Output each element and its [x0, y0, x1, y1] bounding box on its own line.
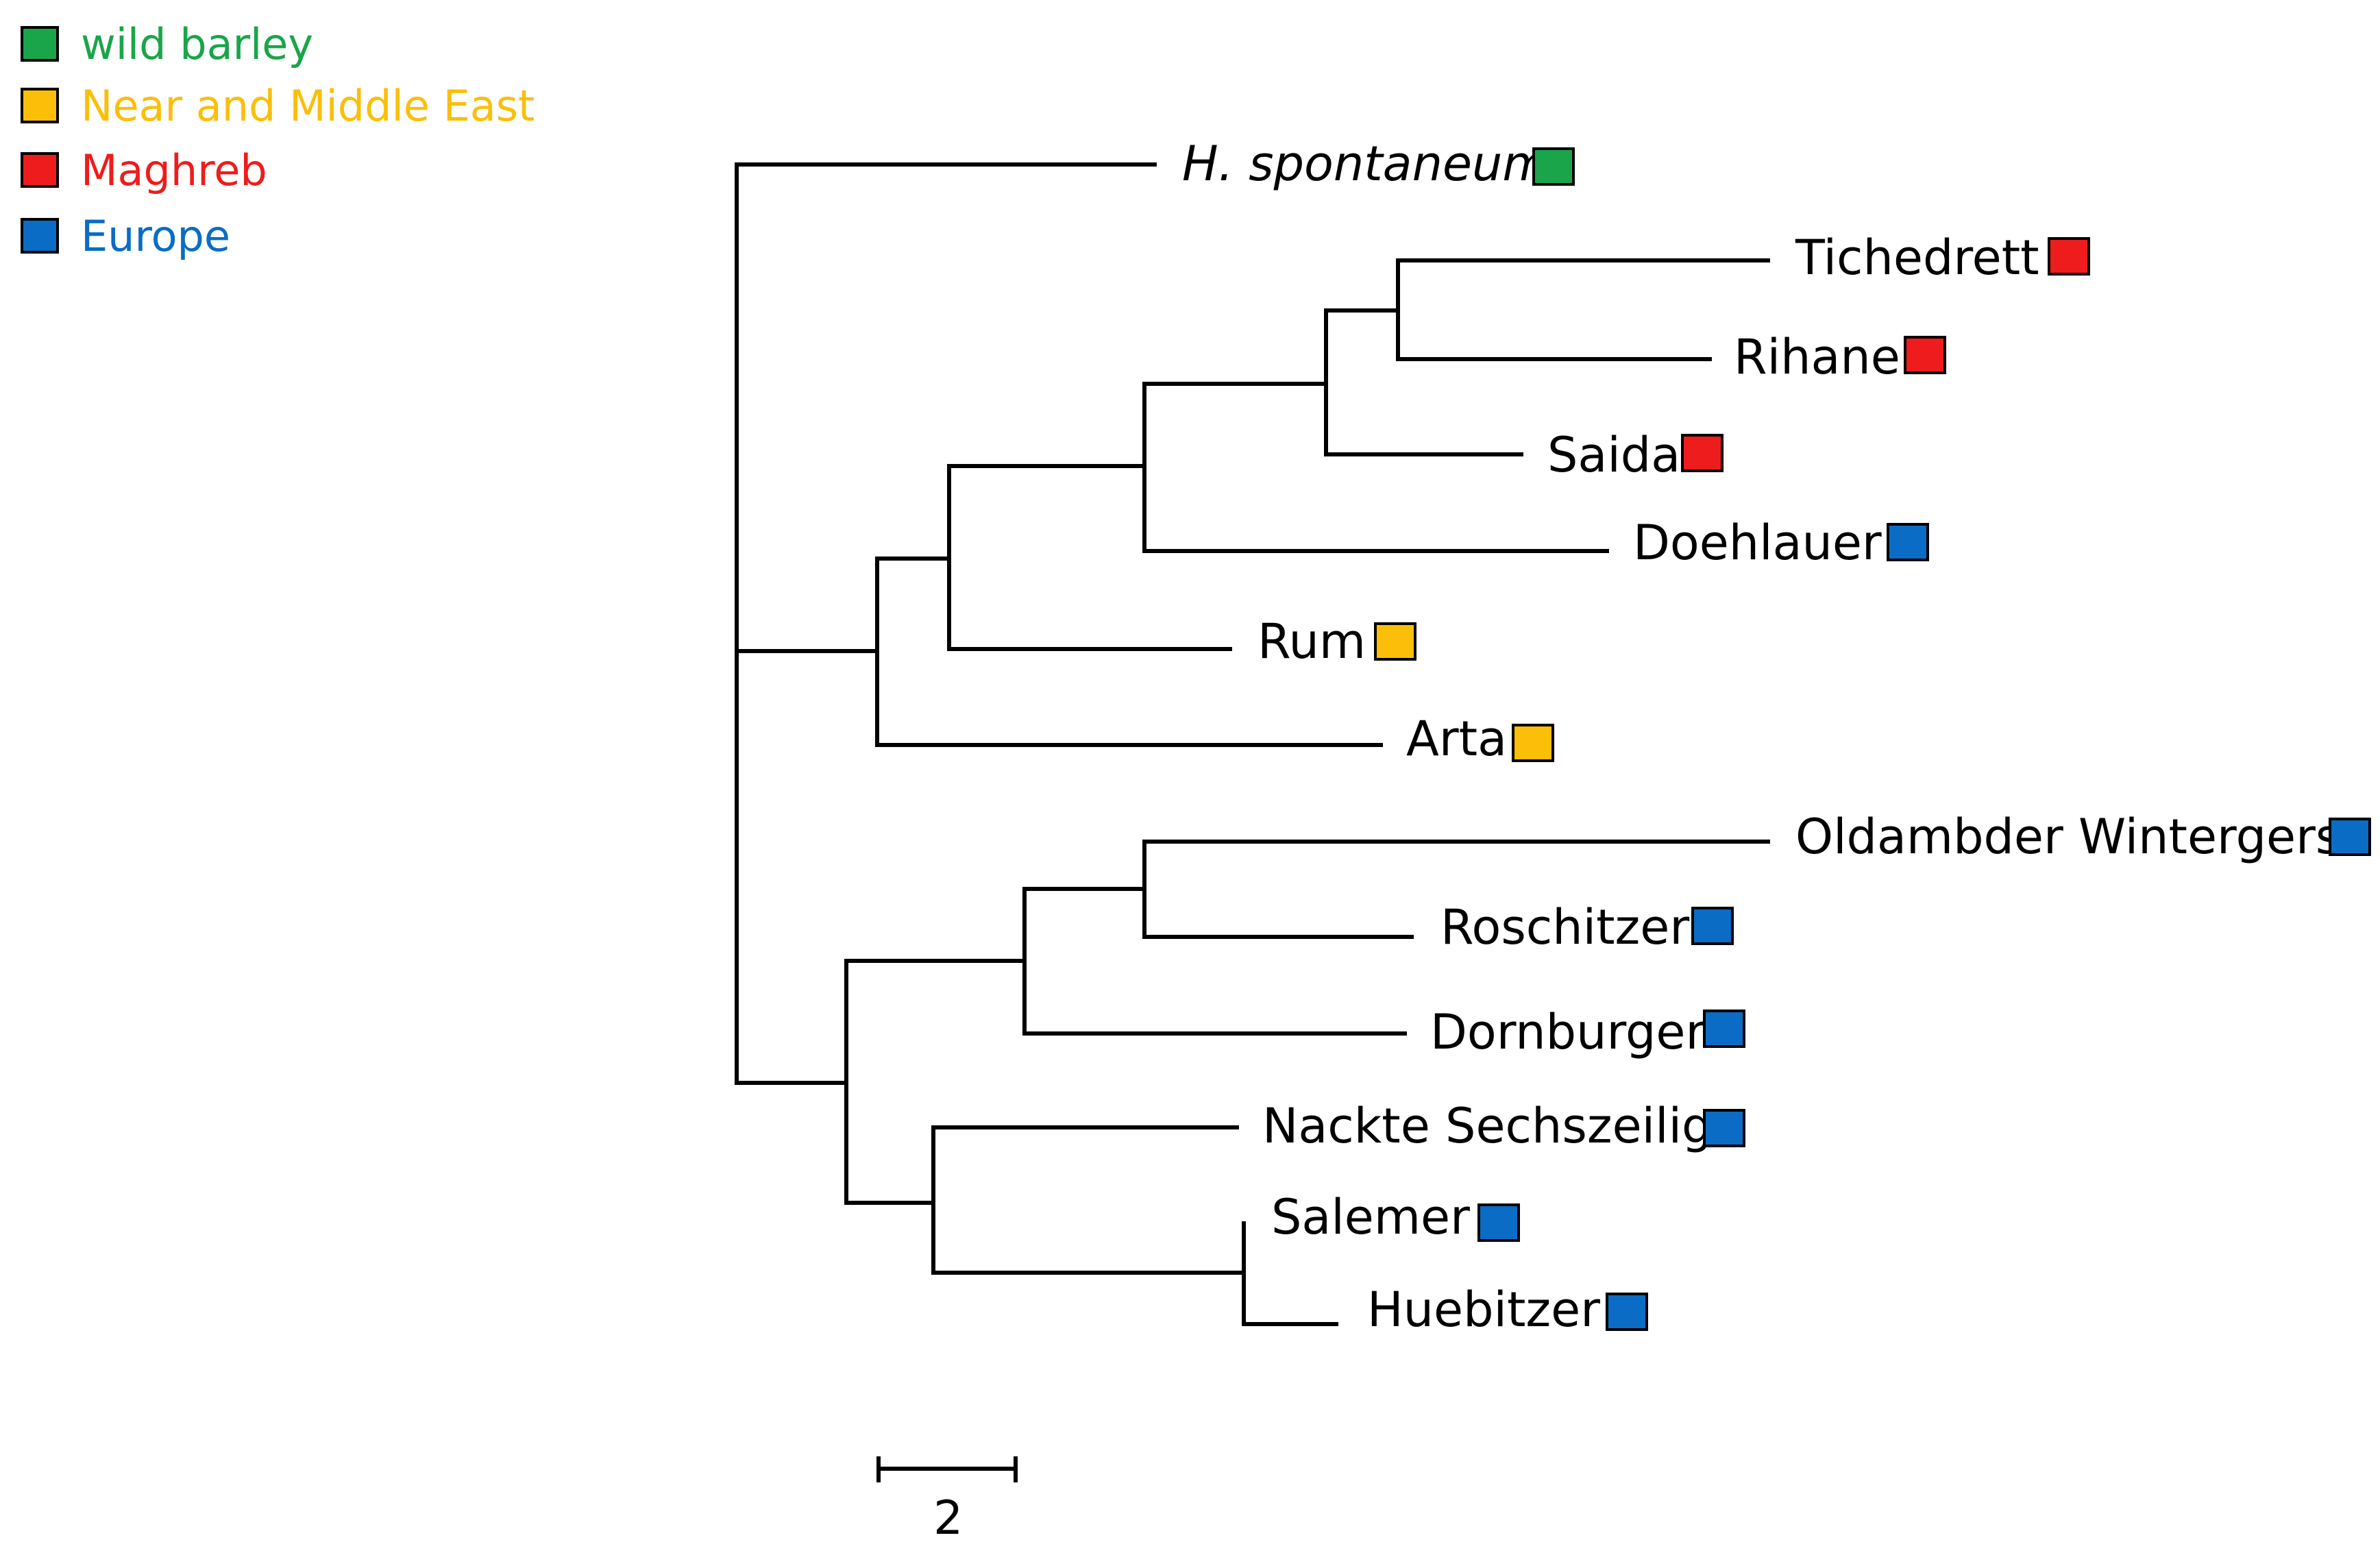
- legend-item-wild-barley: wild barley: [21, 19, 313, 69]
- taxon-label-arta: Arta: [1406, 711, 1507, 767]
- legend-item-maghreb: Maghreb: [21, 145, 267, 195]
- taxon-label-tichedrett: Tichedrett: [1795, 230, 2039, 286]
- taxon-label-dornburger: Dornburger: [1430, 1004, 1705, 1060]
- tree-branches: [735, 162, 1770, 1326]
- taxon-label-oldambder-wintergerst: Oldambder Wintergerst: [1795, 809, 2359, 865]
- taxon-label-roschitzer: Roschitzer: [1440, 899, 1689, 955]
- legend-swatch-maghreb: [21, 152, 59, 188]
- taxon-label-doehlauer: Doehlauer: [1633, 515, 1882, 571]
- legend-label-maghreb: Maghreb: [81, 145, 267, 195]
- taxon-label-rihane: Rihane: [1734, 329, 1900, 385]
- legend-swatch-near-middle-east: [21, 88, 59, 123]
- taxa: H. spontaneum Tichedrett Rihane Saida Do…: [1182, 136, 2371, 1338]
- legend-swatch-europe: [21, 218, 59, 254]
- taxon-label-rum: Rum: [1258, 613, 1366, 670]
- taxon-marker-salemer: [1477, 1203, 1520, 1242]
- legend-item-near-middle-east: Near and Middle East: [21, 81, 535, 131]
- taxon-marker-rum: [1374, 622, 1416, 661]
- taxon-label-salemer: Salemer: [1271, 1189, 1470, 1245]
- taxon-marker-tichedrett: [2048, 237, 2090, 276]
- taxon-label-nackte-sechszeilige: Nackte Sechszeilige: [1262, 1098, 1742, 1154]
- scale-bar-label: 2: [933, 1491, 963, 1545]
- legend-swatch-wild-barley: [21, 26, 59, 62]
- legend-label-wild-barley: wild barley: [81, 19, 313, 69]
- legend-label-near-middle-east: Near and Middle East: [81, 81, 535, 131]
- taxon-marker-h-spontaneum: [1532, 147, 1575, 186]
- taxon-marker-saida: [1681, 434, 1723, 472]
- taxon-marker-rihane: [1904, 336, 1946, 374]
- legend: wild barley Near and Middle East Maghreb…: [21, 19, 535, 261]
- taxon-marker-dornburger: [1703, 1010, 1745, 1048]
- legend-label-europe: Europe: [81, 211, 230, 261]
- legend-item-europe: Europe: [21, 211, 230, 261]
- taxon-marker-nackte-sechszeilige: [1703, 1109, 1745, 1147]
- taxon-marker-roschitzer: [1691, 907, 1734, 945]
- scale-bar: 2: [876, 1456, 1018, 1545]
- taxon-marker-arta: [1512, 724, 1554, 762]
- taxon-label-saida: Saida: [1547, 427, 1680, 483]
- taxon-marker-doehlauer: [1887, 523, 1929, 561]
- taxon-label-huebitzer: Huebitzer: [1367, 1282, 1600, 1338]
- taxon-marker-huebitzer: [1606, 1293, 1648, 1331]
- taxon-marker-oldambder-wintergerst: [2329, 818, 2371, 856]
- taxon-label-h-spontaneum: H. spontaneum: [1182, 136, 1549, 192]
